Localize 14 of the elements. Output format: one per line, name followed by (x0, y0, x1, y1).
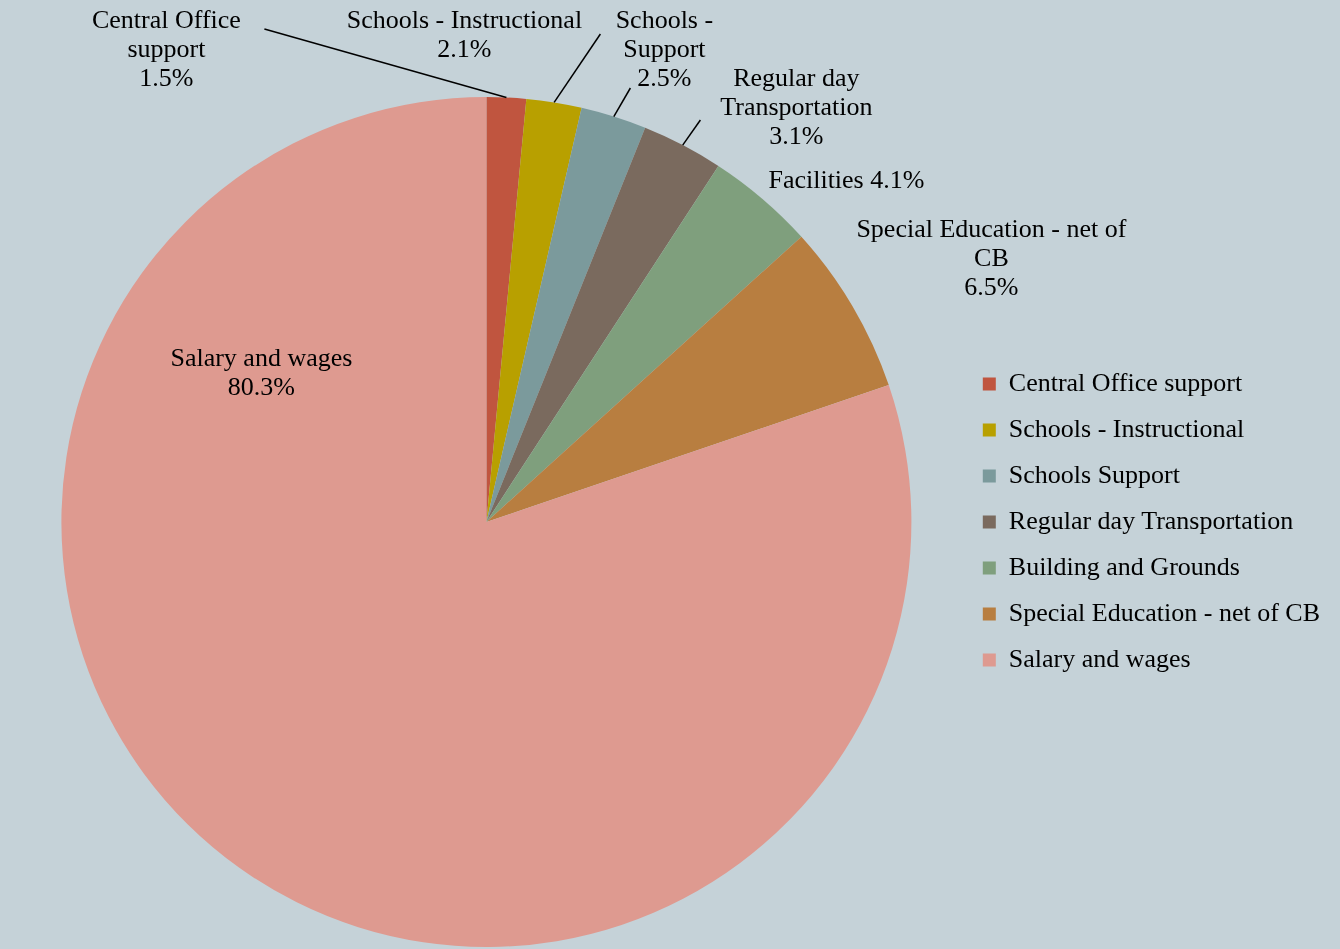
data-label: Schools - Support 2.5% (615, 4, 714, 92)
legend-label: Building and Grounds (1008, 551, 1240, 581)
legend-label: Regular day Transportation (1008, 505, 1294, 535)
data-label: Facilities 4.1% (768, 164, 925, 194)
data-label: Special Education - net of CB 6.5% (856, 213, 1127, 301)
data-label: Schools - Instructional 2.1% (346, 4, 583, 63)
data-label: Salary and wages 80.3% (170, 342, 353, 401)
legend-label: Salary and wages (1008, 643, 1191, 673)
data-label: Central Office support 1.5% (91, 4, 241, 92)
data-label: Regular day Transportation 3.1% (720, 62, 873, 150)
legend-label: Special Education - net of CB (1008, 597, 1320, 627)
legend-label: Schools - Instructional (1008, 413, 1245, 443)
legend-label: Central Office support (1008, 367, 1244, 397)
legend-label: Schools Support (1008, 459, 1181, 489)
